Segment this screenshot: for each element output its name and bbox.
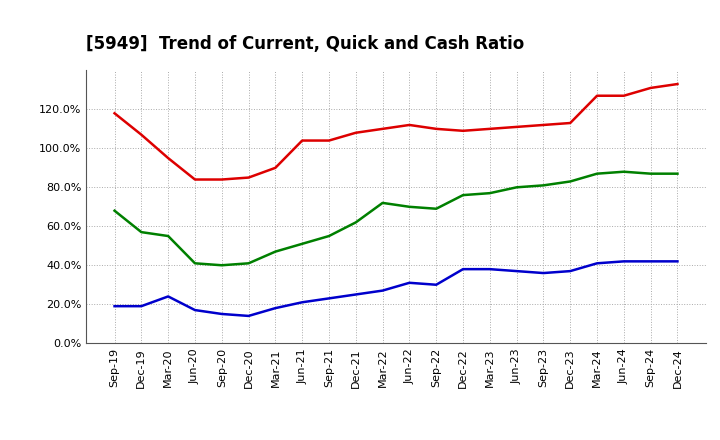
Cash Ratio [485, 267, 494, 272]
Cash Ratio [593, 260, 601, 266]
Cash Ratio [513, 268, 521, 274]
Current Ratio [298, 138, 307, 143]
Line: Cash Ratio: Cash Ratio [114, 261, 678, 316]
Quick Ratio [593, 171, 601, 176]
Current Ratio [137, 132, 145, 137]
Current Ratio [351, 130, 360, 136]
Cash Ratio [298, 300, 307, 305]
Current Ratio [191, 177, 199, 182]
Current Ratio [271, 165, 279, 170]
Quick Ratio [137, 230, 145, 235]
Current Ratio [673, 81, 682, 87]
Cash Ratio [405, 280, 414, 286]
Line: Quick Ratio: Quick Ratio [114, 172, 678, 265]
Cash Ratio [351, 292, 360, 297]
Cash Ratio [244, 313, 253, 319]
Cash Ratio [619, 259, 628, 264]
Cash Ratio [217, 312, 226, 317]
Current Ratio [405, 122, 414, 128]
Cash Ratio [137, 304, 145, 309]
Quick Ratio [110, 208, 119, 213]
Quick Ratio [459, 192, 467, 198]
Quick Ratio [566, 179, 575, 184]
Current Ratio [378, 126, 387, 132]
Line: Current Ratio: Current Ratio [114, 84, 678, 180]
Quick Ratio [378, 200, 387, 205]
Current Ratio [325, 138, 333, 143]
Quick Ratio [244, 260, 253, 266]
Current Ratio [647, 85, 655, 91]
Current Ratio [164, 155, 173, 161]
Quick Ratio [271, 249, 279, 254]
Cash Ratio [566, 268, 575, 274]
Text: [5949]  Trend of Current, Quick and Cash Ratio: [5949] Trend of Current, Quick and Cash … [86, 35, 525, 53]
Current Ratio [217, 177, 226, 182]
Quick Ratio [325, 233, 333, 238]
Current Ratio [244, 175, 253, 180]
Current Ratio [110, 110, 119, 116]
Cash Ratio [432, 282, 441, 287]
Quick Ratio [513, 185, 521, 190]
Cash Ratio [459, 267, 467, 272]
Current Ratio [485, 126, 494, 132]
Current Ratio [432, 126, 441, 132]
Cash Ratio [673, 259, 682, 264]
Cash Ratio [539, 271, 548, 276]
Cash Ratio [647, 259, 655, 264]
Cash Ratio [378, 288, 387, 293]
Quick Ratio [191, 260, 199, 266]
Quick Ratio [619, 169, 628, 174]
Quick Ratio [647, 171, 655, 176]
Cash Ratio [271, 305, 279, 311]
Quick Ratio [405, 204, 414, 209]
Quick Ratio [298, 241, 307, 246]
Current Ratio [619, 93, 628, 99]
Quick Ratio [217, 263, 226, 268]
Current Ratio [593, 93, 601, 99]
Cash Ratio [325, 296, 333, 301]
Current Ratio [513, 124, 521, 129]
Cash Ratio [191, 308, 199, 313]
Quick Ratio [432, 206, 441, 211]
Quick Ratio [351, 220, 360, 225]
Current Ratio [566, 121, 575, 126]
Cash Ratio [110, 304, 119, 309]
Cash Ratio [164, 294, 173, 299]
Current Ratio [459, 128, 467, 133]
Quick Ratio [673, 171, 682, 176]
Quick Ratio [164, 233, 173, 238]
Quick Ratio [539, 183, 548, 188]
Quick Ratio [485, 191, 494, 196]
Current Ratio [539, 122, 548, 128]
